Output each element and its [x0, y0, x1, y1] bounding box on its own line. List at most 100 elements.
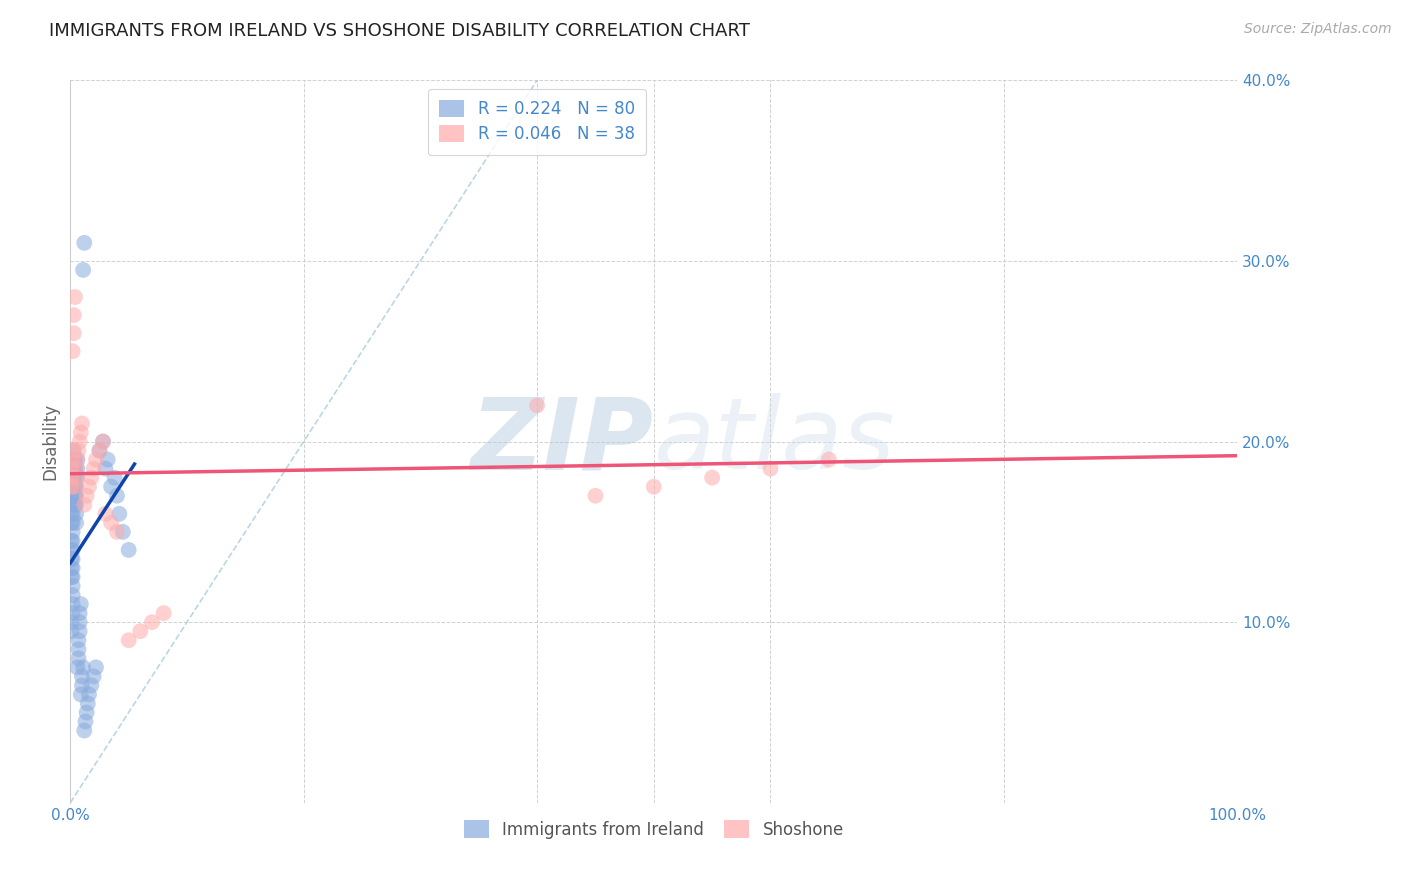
- Point: [62, 524, 84, 539]
- Point: [118, 633, 141, 648]
- Point: [60, 498, 83, 512]
- Point: [63, 489, 86, 503]
- Point: [62, 344, 84, 359]
- Point: [69, 624, 91, 639]
- Point: [62, 606, 84, 620]
- Point: [76, 489, 98, 503]
- Point: [60, 552, 83, 566]
- Point: [105, 524, 128, 539]
- Point: [69, 434, 91, 449]
- Point: [111, 524, 134, 539]
- Point: [60, 615, 83, 630]
- Point: [65, 480, 87, 494]
- Point: [63, 290, 86, 304]
- Point: [62, 461, 84, 475]
- Point: [83, 669, 105, 683]
- Point: [70, 678, 93, 692]
- Point: [91, 434, 114, 449]
- Point: [62, 480, 84, 494]
- Point: [104, 471, 127, 485]
- Point: [70, 669, 93, 683]
- Point: [62, 579, 84, 593]
- Point: [77, 687, 100, 701]
- Point: [129, 624, 152, 639]
- Point: [67, 443, 90, 458]
- Point: [105, 489, 128, 503]
- Point: [62, 471, 84, 485]
- Point: [69, 425, 91, 440]
- Point: [84, 660, 107, 674]
- Point: [62, 597, 84, 611]
- Text: IMMIGRANTS FROM IRELAND VS SHOSHONE DISABILITY CORRELATION CHART: IMMIGRANTS FROM IRELAND VS SHOSHONE DISA…: [49, 22, 749, 40]
- Point: [62, 570, 84, 584]
- Point: [89, 443, 111, 458]
- Text: atlas: atlas: [654, 393, 896, 490]
- Point: [62, 308, 84, 322]
- Point: [73, 498, 96, 512]
- Point: [65, 516, 87, 530]
- Point: [76, 706, 98, 720]
- Point: [65, 498, 87, 512]
- Point: [141, 615, 163, 630]
- Point: [72, 660, 94, 674]
- Point: [62, 452, 84, 467]
- Point: [91, 434, 114, 449]
- Point: [75, 714, 97, 729]
- Point: [66, 471, 89, 485]
- Point: [60, 471, 83, 485]
- Point: [83, 461, 105, 475]
- Point: [62, 542, 84, 557]
- Point: [94, 507, 117, 521]
- Point: [60, 542, 83, 557]
- Point: [60, 561, 83, 575]
- Point: [62, 552, 84, 566]
- Point: [66, 461, 89, 475]
- Point: [60, 461, 83, 475]
- Point: [72, 263, 94, 277]
- Legend: Immigrants from Ireland, Shoshone: Immigrants from Ireland, Shoshone: [454, 811, 853, 848]
- Point: [73, 723, 96, 738]
- Text: Source: ZipAtlas.com: Source: ZipAtlas.com: [1244, 22, 1392, 37]
- Point: [62, 443, 84, 458]
- Point: [80, 678, 103, 692]
- Point: [70, 417, 93, 431]
- Point: [65, 507, 87, 521]
- Point: [67, 642, 90, 657]
- Point: [60, 480, 83, 494]
- Point: [62, 561, 84, 575]
- Point: [94, 461, 117, 475]
- Point: [67, 633, 90, 648]
- Point: [62, 533, 84, 548]
- Point: [63, 452, 86, 467]
- Point: [69, 606, 91, 620]
- Point: [67, 651, 90, 665]
- Point: [66, 660, 89, 674]
- Point: [62, 452, 84, 467]
- Point: [62, 489, 84, 503]
- Text: ZIP: ZIP: [471, 393, 654, 490]
- Point: [152, 606, 174, 620]
- Point: [62, 507, 84, 521]
- Point: [66, 452, 89, 467]
- Point: [100, 480, 122, 494]
- Point: [63, 480, 86, 494]
- Point: [65, 461, 87, 475]
- Point: [69, 597, 91, 611]
- Point: [60, 489, 83, 503]
- Point: [69, 615, 91, 630]
- Y-axis label: Disability: Disability: [41, 403, 59, 480]
- Point: [69, 687, 91, 701]
- Point: [77, 480, 100, 494]
- Point: [60, 624, 83, 639]
- Point: [62, 498, 84, 512]
- Point: [63, 471, 86, 485]
- Point: [60, 533, 83, 548]
- Point: [76, 697, 98, 711]
- Point: [65, 471, 87, 485]
- Point: [60, 507, 83, 521]
- Point: [100, 516, 122, 530]
- Point: [63, 461, 86, 475]
- Point: [818, 452, 841, 467]
- Point: [702, 471, 724, 485]
- Point: [118, 542, 141, 557]
